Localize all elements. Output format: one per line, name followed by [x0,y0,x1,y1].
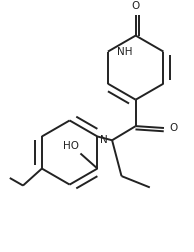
Text: HO: HO [62,141,79,151]
Text: NH: NH [117,47,133,57]
Text: O: O [170,123,178,133]
Text: O: O [132,1,140,11]
Text: N: N [100,135,107,145]
